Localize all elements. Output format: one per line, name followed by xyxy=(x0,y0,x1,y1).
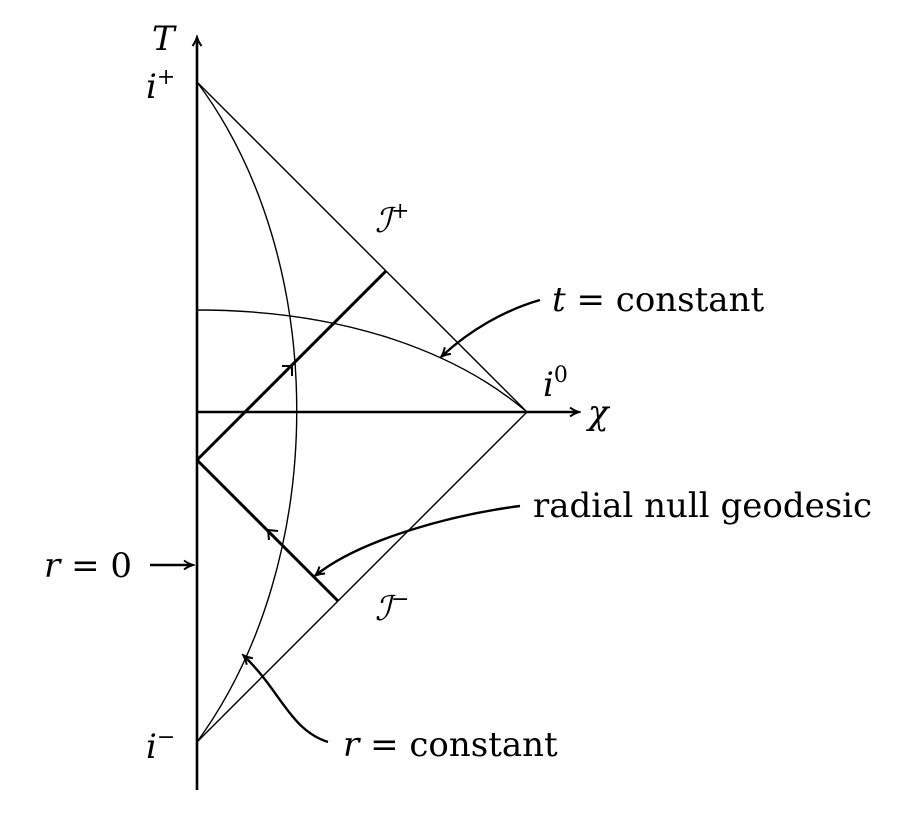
past-timelike-infinity-sup: − xyxy=(157,725,175,750)
future-timelike-infinity-sup: + xyxy=(157,65,175,90)
future-null-infinity-sup: + xyxy=(391,199,409,224)
radial-null-geodesic-pointer-arrow xyxy=(316,504,521,575)
t-constant-annotation: t = constant xyxy=(552,280,764,320)
past-timelike-infinity-base: i xyxy=(146,727,157,767)
t-constant-var: t xyxy=(552,280,566,320)
spatial-infinity-base: i xyxy=(543,365,554,405)
past-null-infinity-boundary xyxy=(196,411,528,743)
future-timelike-infinity-label: i+ xyxy=(146,65,175,107)
geodesic-direction-arrow-incoming xyxy=(267,529,279,541)
geodesic-direction-arrow-outgoing xyxy=(282,365,293,376)
past-timelike-infinity-label: i− xyxy=(146,725,175,767)
t-constant-eq: = constant xyxy=(566,280,765,320)
future-null-infinity-label: ℐ+ xyxy=(375,199,409,241)
future-null-infinity-base: ℐ xyxy=(375,201,396,241)
t-constant-curve xyxy=(196,309,528,413)
spatial-infinity-sup: 0 xyxy=(554,363,568,388)
chi-axis-label: χ xyxy=(586,393,611,433)
spatial-infinity-label: i0 xyxy=(543,363,568,405)
r-constant-pointer-arrow xyxy=(244,656,329,744)
t-constant-pointer-arrow xyxy=(442,298,541,356)
r-constant-var: r xyxy=(343,725,361,765)
future-null-infinity-boundary xyxy=(196,81,528,413)
r-constant-annotation: r = constant xyxy=(343,725,558,765)
past-null-infinity-base: ℐ xyxy=(375,589,396,629)
r-constant-eq: = constant xyxy=(359,725,558,765)
future-timelike-infinity-base: i xyxy=(146,67,157,107)
past-null-infinity-label: ℐ− xyxy=(375,587,409,629)
past-null-infinity-sup: − xyxy=(391,587,409,612)
r-zero-var: r xyxy=(44,546,62,586)
radial-null-geodesic-annotation: radial null geodesic xyxy=(533,486,872,526)
r-zero-eq: = 0 xyxy=(60,546,132,586)
t-axis-label: T xyxy=(152,19,177,59)
r-zero-annotation: r = 0 xyxy=(44,546,132,586)
